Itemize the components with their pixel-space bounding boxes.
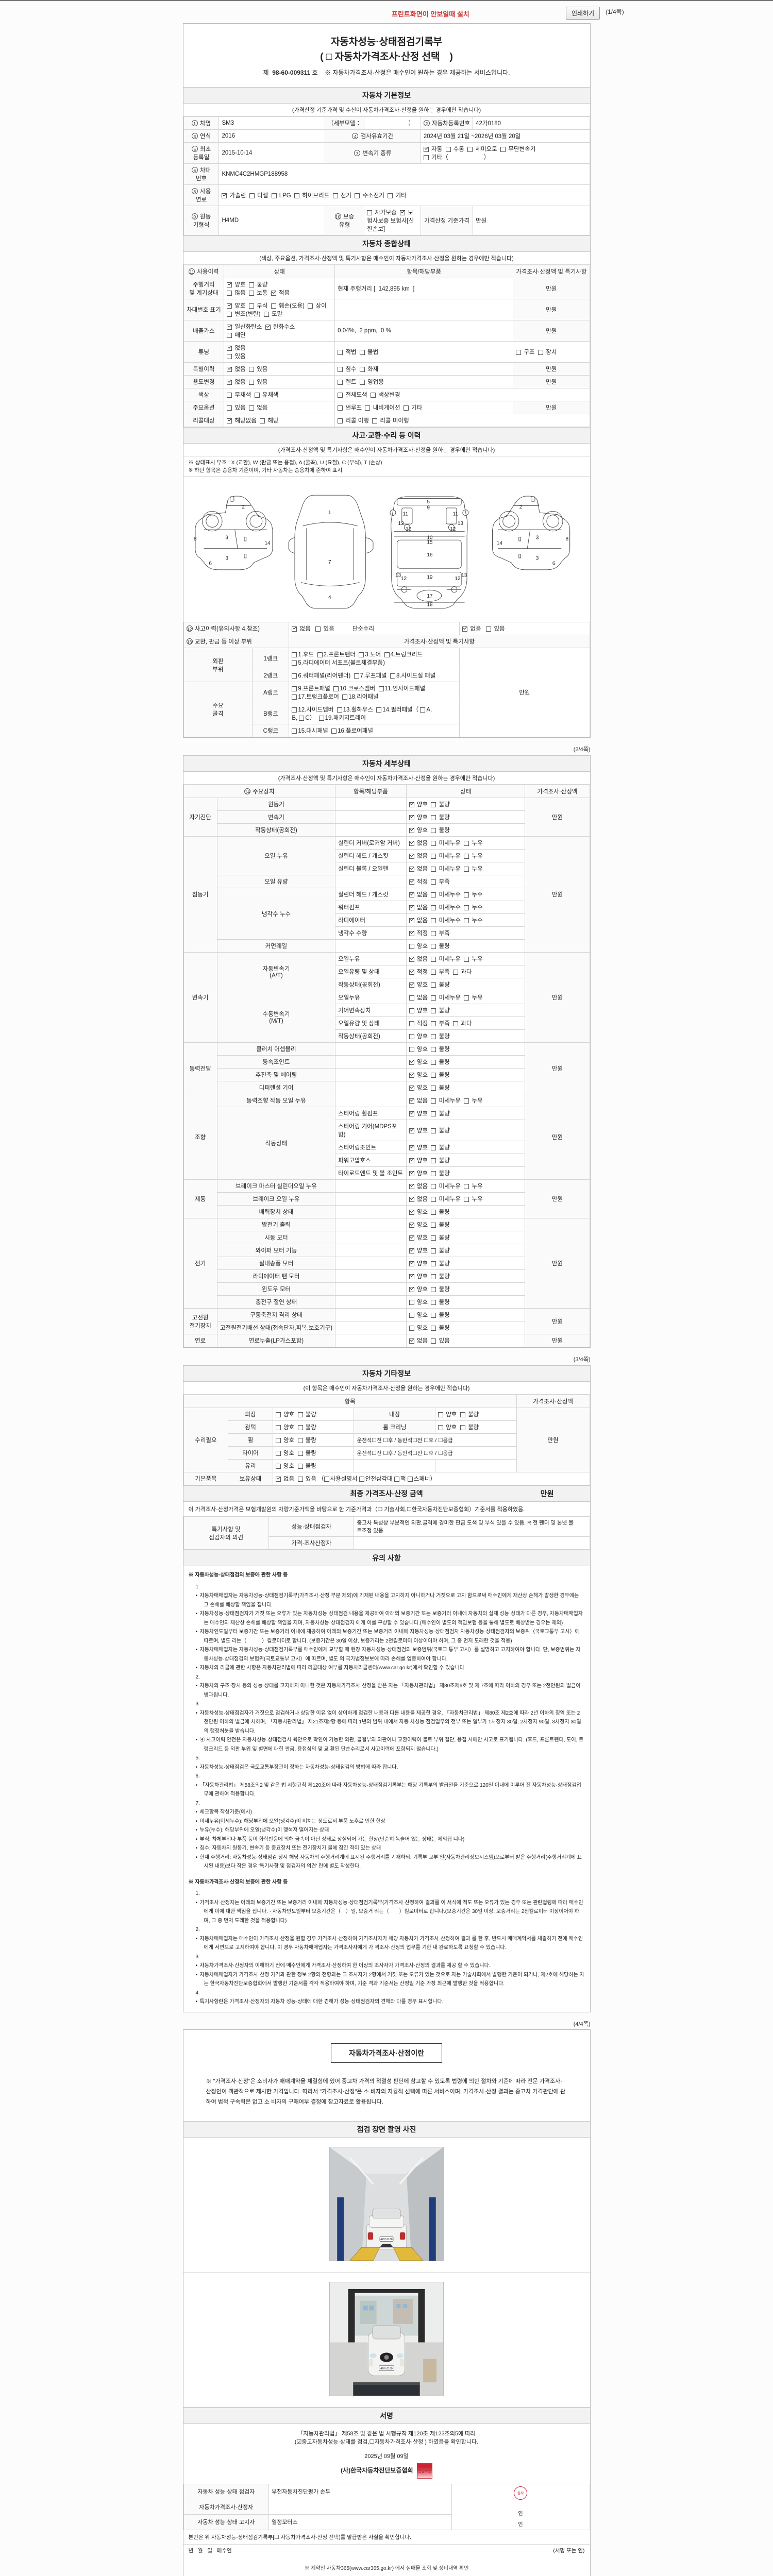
svg-text:12: 12: [406, 527, 412, 532]
svg-text:12: 12: [455, 576, 461, 582]
svg-text:6: 6: [209, 561, 212, 567]
svg-text:8: 8: [194, 536, 197, 542]
svg-text:11: 11: [402, 512, 408, 517]
svg-text:17: 17: [427, 594, 433, 599]
svg-text:5: 5: [427, 499, 430, 505]
svg-text:1: 1: [328, 510, 331, 516]
svg-text:4: 4: [328, 595, 331, 601]
svg-text:18: 18: [427, 602, 433, 607]
svg-text:3: 3: [535, 535, 539, 540]
svg-text:15: 15: [427, 540, 433, 546]
svg-text:13: 13: [395, 573, 401, 579]
svg-text:12: 12: [400, 576, 407, 582]
svg-text:16: 16: [427, 552, 433, 558]
svg-text:6: 6: [552, 561, 555, 567]
svg-text:2: 2: [242, 504, 245, 510]
svg-text:14: 14: [264, 540, 271, 546]
svg-text:19: 19: [427, 574, 433, 580]
svg-text:3: 3: [225, 535, 228, 540]
svg-text:7: 7: [328, 560, 331, 565]
svg-text:3: 3: [535, 556, 539, 562]
svg-text:11: 11: [452, 512, 458, 517]
svg-text:13: 13: [461, 573, 467, 579]
svg-text:12: 12: [450, 527, 456, 532]
svg-text:14: 14: [496, 540, 502, 546]
svg-text:8: 8: [565, 536, 568, 542]
svg-text:13: 13: [398, 521, 404, 527]
svg-text:2: 2: [519, 504, 522, 510]
svg-text:3: 3: [225, 556, 228, 562]
svg-text:13: 13: [457, 521, 463, 527]
svg-text:9: 9: [427, 505, 430, 511]
